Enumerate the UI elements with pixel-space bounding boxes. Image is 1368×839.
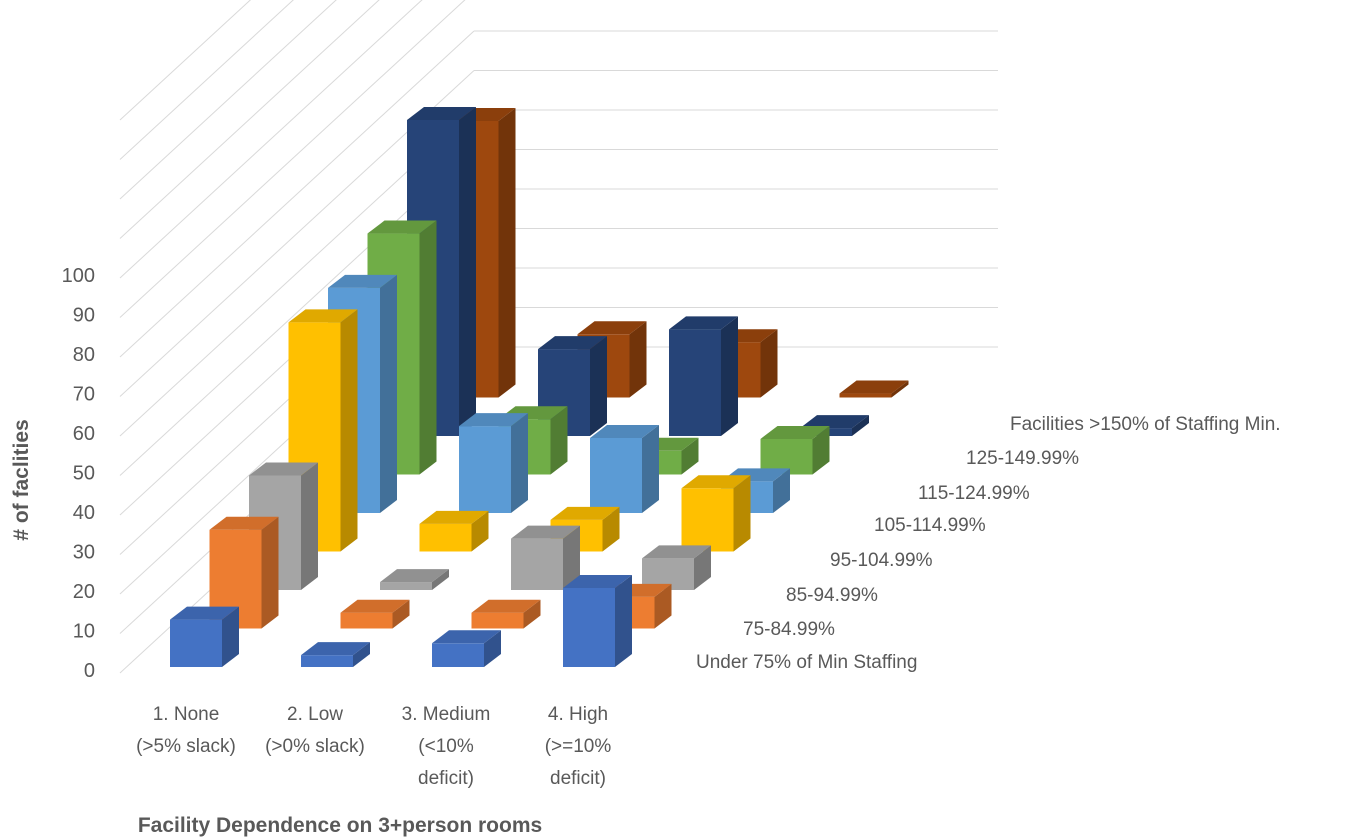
bar — [642, 545, 711, 590]
y-tick-label: 50 — [73, 463, 95, 485]
series-label: 85-94.99% — [786, 585, 878, 606]
bar — [760, 425, 830, 475]
bar — [563, 575, 632, 667]
bar — [511, 525, 580, 590]
series-label: 125-149.99% — [966, 448, 1079, 469]
bar — [681, 475, 751, 552]
bars — [170, 107, 909, 667]
series-depth-labels: Under 75% of Min Staffing 75-84.99% 85-94.… — [696, 414, 1281, 673]
y-axis-title: # of faclities — [10, 419, 33, 540]
y-tick-label: 90 — [73, 305, 95, 327]
bar — [471, 599, 541, 629]
gridline-side — [119, 0, 423, 279]
series-label: Under 75% of Min Staffing — [696, 652, 917, 673]
bar — [301, 642, 370, 667]
bar — [839, 380, 909, 398]
bar — [590, 424, 659, 513]
bar — [432, 630, 501, 667]
gridline-side — [119, 0, 337, 200]
category-label: (<10% — [418, 736, 474, 757]
y-tick-label: 0 — [84, 660, 95, 682]
bar — [669, 316, 738, 436]
category-label: 4. High — [548, 704, 608, 725]
gridline-side — [119, 0, 294, 160]
series-label: 95-104.99% — [830, 550, 933, 571]
category-label: 2. Low — [287, 704, 343, 725]
category-label: 3. Medium — [402, 704, 491, 725]
bar — [459, 413, 528, 513]
y-tick-label: 10 — [73, 621, 95, 643]
y-tick-label: 60 — [73, 423, 95, 445]
x-axis-categories: 1. None (>5% slack) 2. Low (>0% slack) 3. Me… — [136, 704, 611, 789]
bar — [380, 569, 449, 590]
category-label: deficit) — [418, 768, 474, 789]
series-label: Facilities >150% of Staffing Min. — [1010, 414, 1281, 435]
y-tick-label: 20 — [73, 581, 95, 603]
x-axis-title: Facility Dependence on 3+person rooms — [138, 814, 542, 837]
bar — [340, 599, 410, 629]
bar — [209, 516, 279, 629]
gridline-side — [119, 0, 466, 318]
y-tick-label: 40 — [73, 502, 95, 524]
series-label: 75-84.99% — [743, 619, 835, 640]
bar — [419, 510, 489, 552]
y-tick-label: 30 — [73, 542, 95, 564]
y-tick-label: 100 — [62, 265, 95, 287]
series-label: 105-114.99% — [874, 515, 986, 536]
gridline-side — [119, 30, 475, 358]
category-label: (>5% slack) — [136, 736, 236, 757]
y-tick-label: 70 — [73, 384, 95, 406]
y-axis-ticks: 0 10 20 30 40 50 60 70 80 90 100 — [62, 265, 95, 682]
category-label: deficit) — [550, 768, 606, 789]
category-label: (>=10% — [545, 736, 612, 757]
y-tick-label: 80 — [73, 344, 95, 366]
category-label: (>0% slack) — [265, 736, 365, 757]
category-label: 1. None — [153, 704, 220, 725]
series-label: 115-124.99% — [918, 483, 1030, 504]
gridline-side — [119, 0, 252, 121]
bar — [170, 606, 239, 667]
gridline-side — [119, 0, 380, 239]
